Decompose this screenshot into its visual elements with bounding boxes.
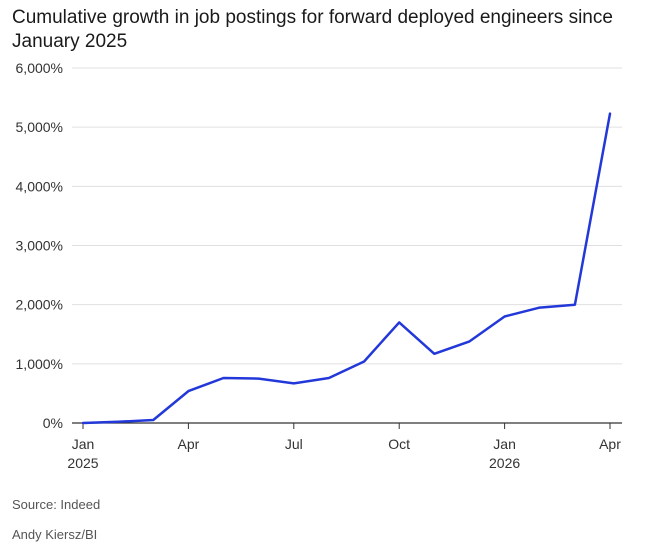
x-tick-label: Jan <box>493 436 516 452</box>
y-tick-label: 4,000% <box>16 178 63 194</box>
line-chart: 0% 1,000% 2,000% 3,000% 4,000% 5,000% 6,000% J… <box>16 60 622 471</box>
x-tick-label: Apr <box>599 436 621 452</box>
gridlines <box>72 67 622 365</box>
x-tick-year-label: 2025 <box>67 455 98 471</box>
x-tick-label: Oct <box>388 436 410 452</box>
x-tick-year-label: 2026 <box>489 455 520 471</box>
credit-note: Andy Kiersz/BI <box>12 527 98 542</box>
y-tick-label: 5,000% <box>16 119 63 135</box>
x-tick-label: Jan <box>72 436 95 452</box>
x-tick-label: Jul <box>285 436 303 452</box>
y-tick-label: 0% <box>43 415 63 431</box>
chart-title: Cumulative growth in job postings for fo… <box>12 7 613 52</box>
x-axis-ticks: Jan 2025 Apr Jul Oct Jan 2026 Apr <box>67 423 621 471</box>
source-note: Source: Indeed <box>12 497 101 512</box>
y-tick-label: 6,000% <box>16 60 63 76</box>
x-tick-label: Apr <box>178 436 200 452</box>
y-tick-label: 2,000% <box>16 297 63 313</box>
y-tick-label: 3,000% <box>16 238 63 254</box>
series-line <box>81 112 612 425</box>
y-tick-label: 1,000% <box>16 356 63 372</box>
y-axis-ticks: 0% 1,000% 2,000% 3,000% 4,000% 5,000% 6,000% <box>16 60 63 431</box>
